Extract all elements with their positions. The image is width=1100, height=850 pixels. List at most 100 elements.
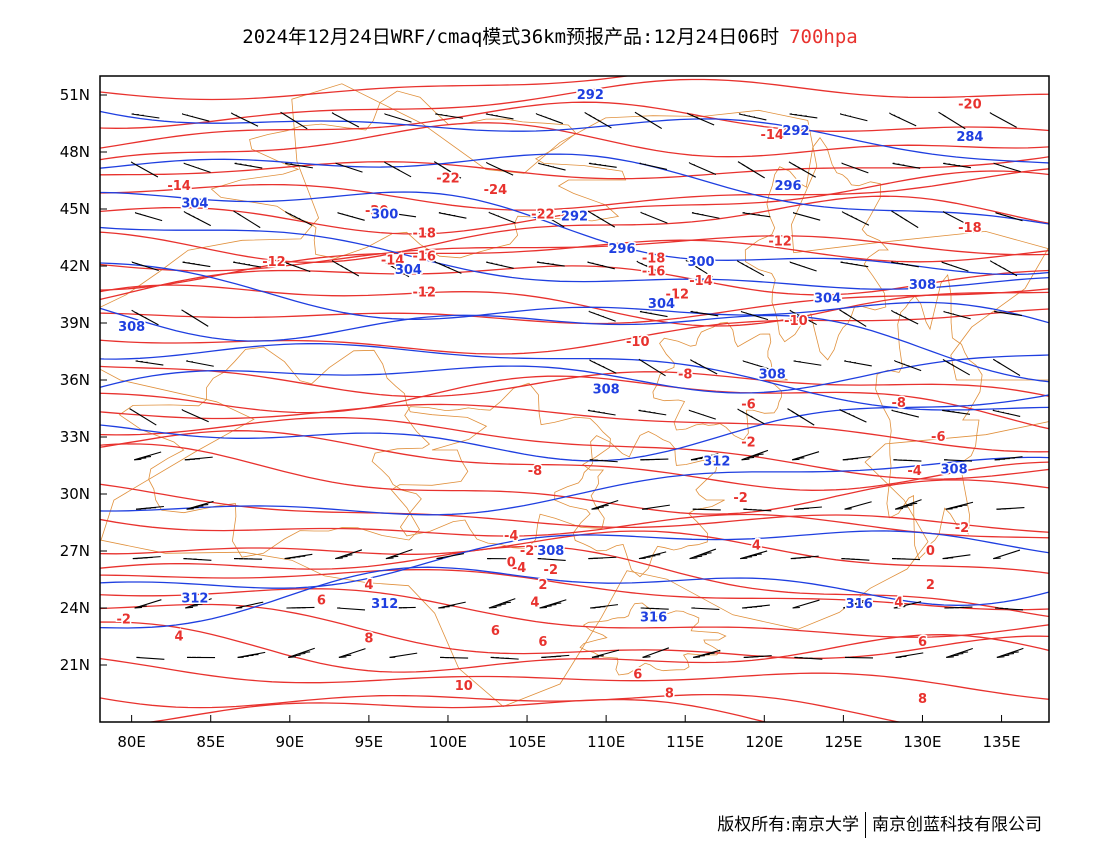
lon-label: 100E — [429, 733, 467, 751]
wind-barb — [688, 409, 716, 420]
wind-barb — [844, 501, 872, 510]
wind-barb — [893, 601, 922, 609]
wind-barb — [584, 111, 612, 129]
height-label: 296 — [774, 179, 801, 194]
wind-barb — [992, 358, 1021, 377]
height-label: 304 — [648, 297, 675, 312]
temperature-label: -2 — [116, 612, 130, 627]
lat-label: 42N — [60, 257, 90, 275]
wind-barb — [541, 654, 570, 658]
wind-barb — [996, 507, 1025, 510]
temperature-isotherm — [100, 430, 1049, 491]
lat-label: 45N — [60, 200, 90, 218]
height-label: 312 — [181, 592, 208, 607]
copyright-footer: 版权所有:南京大学 南京创蓝科技有限公司 — [717, 810, 1042, 838]
temperature-label: -18 — [958, 221, 982, 236]
wind-barb — [737, 408, 765, 425]
wind-barb — [839, 408, 867, 423]
wind-barb — [639, 310, 668, 318]
temperature-isotherm — [100, 530, 1049, 574]
wind-barb — [233, 261, 261, 268]
temperature-isotherm — [100, 122, 1049, 161]
wind-barb — [587, 409, 616, 416]
wind-barb — [892, 162, 921, 169]
lat-label: 39N — [60, 314, 90, 332]
temperature-label: 4 — [175, 630, 184, 645]
temperature-label: 4 — [752, 538, 761, 553]
wind-barb — [284, 553, 313, 560]
wind-barb — [235, 601, 264, 609]
temperature-label: -8 — [678, 367, 692, 382]
wind-barb — [130, 161, 159, 178]
temperature-label: 2 — [926, 578, 935, 593]
temperature-label: -12 — [262, 255, 286, 270]
height-label: 304 — [181, 196, 208, 211]
wind-barb — [589, 359, 617, 374]
temperature-label: -2 — [733, 491, 747, 506]
wind-barb — [742, 360, 770, 370]
lat-label: 48N — [60, 143, 90, 161]
wind-barb — [794, 656, 823, 660]
wind-barb — [640, 458, 669, 461]
height-label: 308 — [759, 367, 786, 382]
height-label: 292 — [577, 88, 604, 103]
map-plot-area: -20-14-22-24-14-20 -22-18 -18-12-16-14-12-… — [100, 76, 1049, 722]
temperature-isotherm — [100, 603, 1049, 659]
wind-barb — [331, 260, 360, 277]
temperature-isotherm — [100, 156, 1049, 180]
wind-barb — [438, 601, 466, 609]
temperature-label: -10 — [784, 314, 808, 329]
wind-barb — [946, 647, 973, 658]
wind-barb — [538, 162, 566, 171]
wind-barb — [639, 162, 668, 170]
lon-label: 130E — [903, 733, 941, 751]
wind-barb — [944, 606, 973, 609]
temperature-label: 4 — [894, 595, 903, 610]
wind-barb — [691, 212, 720, 219]
temperature-isotherm — [100, 76, 632, 101]
temperature-label: -4 — [907, 464, 921, 479]
temperature-isotherm — [100, 365, 1049, 398]
wind-barb — [993, 162, 1021, 173]
tibet-border — [118, 346, 488, 558]
wind-barb — [992, 409, 1021, 417]
height-contour — [100, 354, 1049, 394]
wind-barb — [792, 599, 820, 609]
wind-barb — [743, 508, 772, 512]
wind-barb — [134, 451, 162, 461]
wind-barb — [642, 504, 670, 510]
temperature-label: -2 — [520, 544, 534, 559]
height-label: 308 — [118, 320, 145, 335]
wind-barb — [185, 598, 212, 609]
wind-barb — [996, 647, 1024, 658]
lon-label: 80E — [117, 733, 146, 751]
lon-label: 85E — [196, 733, 225, 751]
temperature-label: -4 — [504, 529, 518, 544]
wind-barb — [288, 647, 315, 658]
wind-barb — [839, 309, 867, 327]
wind-barb — [891, 210, 919, 229]
wind-barb — [539, 599, 567, 609]
wind-barb — [893, 459, 922, 462]
temperature-isotherm — [100, 443, 1049, 515]
temperature-isotherm — [100, 265, 1049, 301]
temperature-label: 6 — [317, 593, 326, 608]
wind-barb — [636, 260, 664, 275]
wind-barb — [186, 500, 214, 510]
wind-barb — [638, 358, 666, 377]
copyright-right: 南京创蓝科技有限公司 — [872, 815, 1042, 835]
temperature-label: -20 — [365, 204, 389, 219]
wind-barb — [736, 260, 765, 277]
height-contour — [100, 226, 1049, 290]
wind-barb — [793, 360, 822, 366]
height-contour — [100, 530, 1049, 589]
wind-barb — [284, 211, 313, 226]
wind-barb — [688, 162, 717, 175]
wind-barb — [938, 111, 966, 130]
temperature-label: -20 — [958, 98, 982, 113]
temperature-label: -22 — [531, 208, 555, 223]
south-china-province-border — [579, 602, 727, 676]
wind-barb — [942, 211, 971, 227]
wind-barb — [335, 549, 363, 560]
